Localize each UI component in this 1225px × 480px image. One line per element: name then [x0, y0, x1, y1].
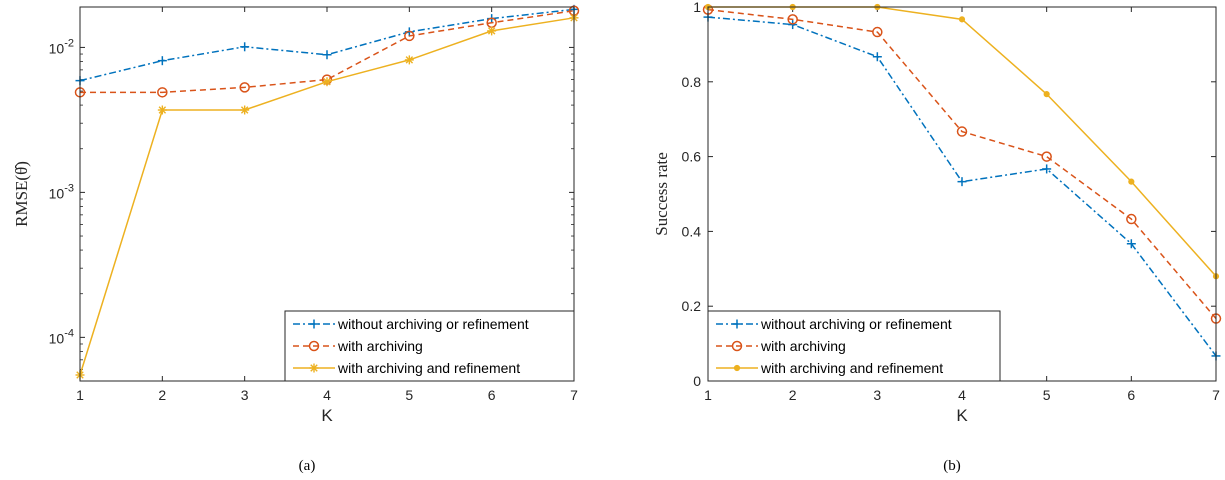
panel-b-x-axis-label: K — [956, 406, 968, 425]
panel-a-rmse-chart: 1 2 3 4 5 6 7 10-4 10-3 10-2 K RMSE(θ̂) (a) witho… — [12, 4, 580, 474]
data-point-series-3 — [487, 26, 497, 36]
data-point-series-1 — [1042, 164, 1052, 174]
legend-marker-1 — [732, 319, 742, 329]
y-tick-label: 10-2 — [49, 37, 74, 56]
legend-label-3: with archiving and refinement — [760, 360, 943, 376]
legend-label-2: with archiving — [337, 338, 423, 354]
y-tick-label: 0 — [693, 373, 701, 389]
series-line-1 — [707, 16, 1217, 357]
data-point-series-3 — [1043, 91, 1050, 98]
y-tick-label: 0.2 — [682, 298, 702, 314]
panel-a-x-axis-label: K — [321, 406, 333, 425]
x-tick-label: 3 — [241, 387, 249, 403]
y-tick-label: 10-3 — [49, 182, 74, 201]
panel-a-caption: (a) — [299, 458, 316, 474]
x-tick-label: 4 — [323, 387, 331, 403]
data-point-series-1 — [240, 42, 250, 52]
panel-a-y-axis-label: RMSE(θ̂) — [12, 161, 31, 227]
x-tick-label: 6 — [488, 387, 496, 403]
x-tick-label: 5 — [1043, 387, 1051, 403]
panel-a-legend: without archiving or refinement with arch… — [284, 310, 575, 382]
legend-marker-2 — [731, 340, 743, 352]
y-tick-label: 0.4 — [682, 223, 702, 239]
x-tick-label: 4 — [958, 387, 966, 403]
data-point-series-2 — [956, 126, 968, 137]
legend-marker-2 — [308, 340, 320, 352]
x-tick-label: 5 — [405, 387, 413, 403]
data-point-series-3 — [404, 55, 414, 65]
data-point-series-2 — [157, 87, 168, 98]
panel-b-legend: without archiving or refinement with arch… — [707, 310, 1001, 382]
x-tick-label: 3 — [873, 387, 881, 403]
data-point-series-1 — [322, 50, 332, 60]
data-point-series-2 — [404, 30, 415, 42]
y-tick-label: 1 — [693, 0, 701, 15]
legend-label-2: with archiving — [760, 338, 846, 354]
x-tick-label: 7 — [1212, 387, 1220, 403]
x-tick-label: 6 — [1127, 387, 1135, 403]
data-point-series-1 — [157, 56, 167, 66]
x-tick-label: 1 — [76, 387, 84, 403]
panel-b-y-axis-label: Success rate — [652, 152, 671, 236]
legend-label-1: without archiving or refinement — [337, 316, 529, 332]
data-point-series-3 — [958, 16, 966, 23]
series-line-1 — [79, 8, 575, 82]
series-line-2 — [707, 8, 1217, 320]
data-point-series-2 — [1126, 213, 1137, 225]
data-point-series-2 — [1041, 151, 1052, 162]
panel-b-ticks: 1 2 3 4 5 6 7 0 0.2 0.4 0.6 0.8 1 — [682, 0, 1221, 403]
legend-marker-3 — [733, 364, 741, 372]
data-point-series-2 — [239, 82, 250, 93]
y-tick-label: 10-4 — [49, 327, 74, 346]
x-tick-label: 2 — [789, 387, 797, 403]
y-tick-label: 0.6 — [682, 149, 702, 165]
panel-b-series — [702, 3, 1222, 361]
panel-b-success-rate-chart: 1 2 3 4 5 6 7 0 0.2 0.4 0.6 0.8 1 K Success rate (b)… — [652, 0, 1222, 474]
panel-b-caption: (b) — [943, 458, 961, 474]
data-point-series-1 — [957, 177, 967, 187]
x-tick-label: 1 — [704, 387, 712, 403]
series-line-3 — [708, 6, 1217, 277]
data-point-series-3 — [322, 77, 332, 87]
data-point-series-2 — [872, 26, 883, 38]
legend-label-3: with archiving and refinement — [337, 360, 520, 376]
data-point-series-1 — [872, 52, 882, 62]
data-point-series-3 — [157, 105, 167, 115]
legend-label-1: without archiving or refinement — [760, 316, 952, 332]
legend-marker-1 — [309, 319, 319, 329]
data-point-series-3 — [1128, 178, 1135, 185]
legend-marker-3 — [309, 363, 319, 373]
data-point-series-3 — [240, 105, 250, 115]
series-line-2 — [80, 10, 575, 94]
data-point-series-1 — [1126, 239, 1136, 249]
y-tick-label: 0.8 — [682, 74, 702, 90]
x-tick-label: 2 — [158, 387, 166, 403]
data-point-series-2 — [787, 14, 798, 25]
x-tick-label: 7 — [570, 387, 578, 403]
